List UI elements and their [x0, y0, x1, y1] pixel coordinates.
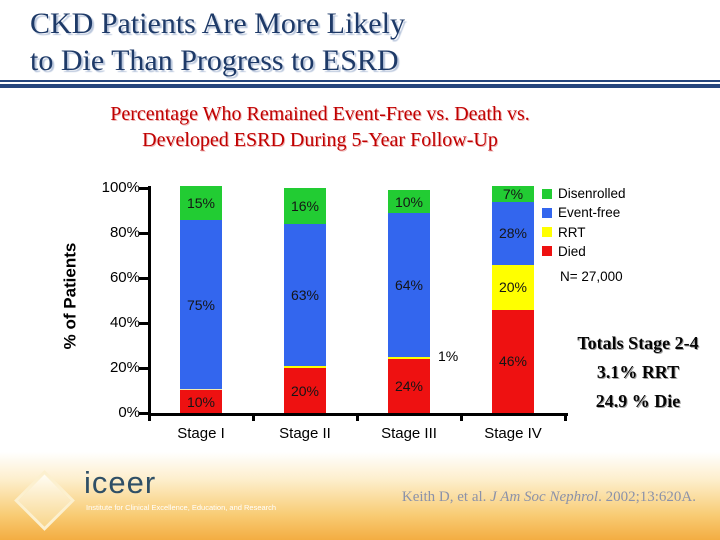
- y-axis-label: % of Patients: [60, 242, 80, 350]
- bar-segment-value: 16%: [290, 198, 320, 214]
- y-tick-mark: [139, 232, 148, 235]
- slide-title: CKD Patients Are More Likely to Die Than…: [30, 5, 690, 79]
- bar-segment-value: 64%: [394, 276, 424, 293]
- citation-journal: J Am Soc Nephrol: [490, 489, 599, 505]
- legend-swatch-died: [542, 246, 552, 257]
- slide-title-line1: CKD Patients Are More Likely: [30, 7, 405, 40]
- y-tick-mark: [139, 412, 148, 415]
- legend-swatch-event-free: [542, 207, 552, 218]
- bar-segment-rrt: 20%: [492, 264, 534, 310]
- legend-item: RRT: [542, 225, 586, 240]
- bar-segment-died: 20%: [284, 368, 326, 413]
- title-divider-rule: [0, 80, 720, 88]
- y-tick-label: 60%: [109, 269, 140, 286]
- bar-segment-event-free: 75%: [180, 220, 222, 389]
- bar-segment-value: 75%: [186, 296, 216, 313]
- citation-authors: Keith D, et al.: [401, 489, 491, 505]
- bar-segment-value: 28%: [498, 225, 528, 241]
- bar-segment-value: 10%: [394, 193, 424, 210]
- legend-label: Disenrolled: [558, 186, 626, 201]
- legend-label: Event-free: [558, 205, 621, 221]
- y-tick-mark: [139, 277, 148, 280]
- x-tick-mark: [252, 413, 255, 421]
- bar-segment-value: 20%: [498, 279, 528, 295]
- bar-segment-disenrolled: 15%: [180, 186, 222, 221]
- bar-segment-value: 63%: [290, 286, 320, 303]
- bar-segment-died: 10%: [180, 390, 222, 413]
- bar-segment-rrt: [284, 365, 326, 368]
- bar-segment-event-free: 64%: [388, 212, 430, 357]
- y-tick-label: 40%: [109, 314, 140, 331]
- chart-subtitle-line1: Percentage Who Remained Event-Free vs. D…: [110, 103, 530, 125]
- bar-stage-iii: 10% 64% 24%: [388, 190, 430, 413]
- bar-segment-died: 24%: [388, 359, 430, 413]
- legend-swatch-disenrolled: [542, 188, 552, 199]
- x-tick-mark: [148, 413, 151, 421]
- bar-segment-value: 15%: [186, 195, 216, 212]
- x-category-label: Stage III: [381, 425, 437, 442]
- chart-subtitle: Percentage Who Remained Event-Free vs. D…: [0, 101, 640, 153]
- y-tick-label: 80%: [109, 224, 140, 241]
- y-tick-label: 0%: [118, 404, 140, 421]
- citation-ref: . 2002;13:620A.: [598, 489, 696, 505]
- y-axis-line: [148, 186, 151, 416]
- bar-segment-event-free: 28%: [492, 201, 534, 265]
- y-tick-mark: [139, 322, 148, 325]
- bar-segment-value: 24%: [394, 378, 424, 394]
- legend-item: Disenrolled: [542, 186, 626, 201]
- bar-segment-disenrolled: 16%: [284, 188, 326, 224]
- bar-stage-ii: 16% 63% 20%: [284, 188, 326, 413]
- chart-subtitle-line2: Developed ESRD During 5-Year Follow-Up: [142, 129, 498, 151]
- y-tick-mark: [139, 367, 148, 370]
- sample-size-note: N= 27,000: [560, 269, 623, 284]
- bar-stage-iv: 7% 28% 20% 46%: [492, 185, 534, 413]
- bar-segment-value: 10%: [186, 393, 216, 410]
- bar-segment-disenrolled: 7%: [492, 185, 534, 202]
- legend-item: Event-free: [542, 205, 620, 220]
- bar-segment-outside-value: 1%: [438, 347, 459, 364]
- bar-segment-value: 20%: [290, 382, 320, 399]
- x-tick-mark: [564, 413, 567, 421]
- bar-segment-disenrolled: 10%: [388, 190, 430, 213]
- bar-segment-event-free: 63%: [284, 224, 326, 366]
- x-category-label: Stage II: [279, 425, 331, 442]
- totals-note-rrt: 3.1% RRT: [596, 362, 680, 382]
- bar-segment-died: 46%: [492, 309, 534, 413]
- slide-title-line2: to Die Than Progress to ESRD: [30, 44, 399, 77]
- y-tick-label: 20%: [109, 359, 140, 376]
- totals-note-title: Totals Stage 2-4: [577, 333, 699, 353]
- legend-label: RRT: [558, 224, 586, 240]
- y-tick-label: 100%: [101, 179, 140, 196]
- bar-segment-rrt: [180, 388, 222, 391]
- totals-note-die: 24.9 % Die: [595, 391, 681, 411]
- x-tick-mark: [356, 413, 359, 421]
- legend-item: Died: [542, 244, 586, 259]
- x-category-label: Stage IV: [484, 425, 542, 442]
- legend-label: Died: [558, 243, 586, 259]
- bar-stage-i: 15% 75% 10%: [180, 186, 222, 413]
- x-tick-mark: [460, 413, 463, 421]
- logo-tagline: Institute for Clinical Excellence, Educa…: [86, 503, 277, 512]
- bar-segment-rrt: [388, 356, 430, 359]
- x-category-label: Stage I: [177, 425, 225, 442]
- citation: Keith D, et al. J Am Soc Nephrol. 2002;1…: [402, 489, 696, 506]
- totals-note: Totals Stage 2-4 3.1% RRT 24.9 % Die: [553, 329, 720, 416]
- y-tick-mark: [139, 187, 148, 190]
- bar-segment-value: 7%: [502, 185, 524, 202]
- bar-segment-value: 46%: [498, 353, 528, 370]
- legend-swatch-rrt: [542, 227, 552, 238]
- footer-gradient-band: [0, 452, 720, 540]
- logo-wordmark: iceer: [84, 465, 157, 500]
